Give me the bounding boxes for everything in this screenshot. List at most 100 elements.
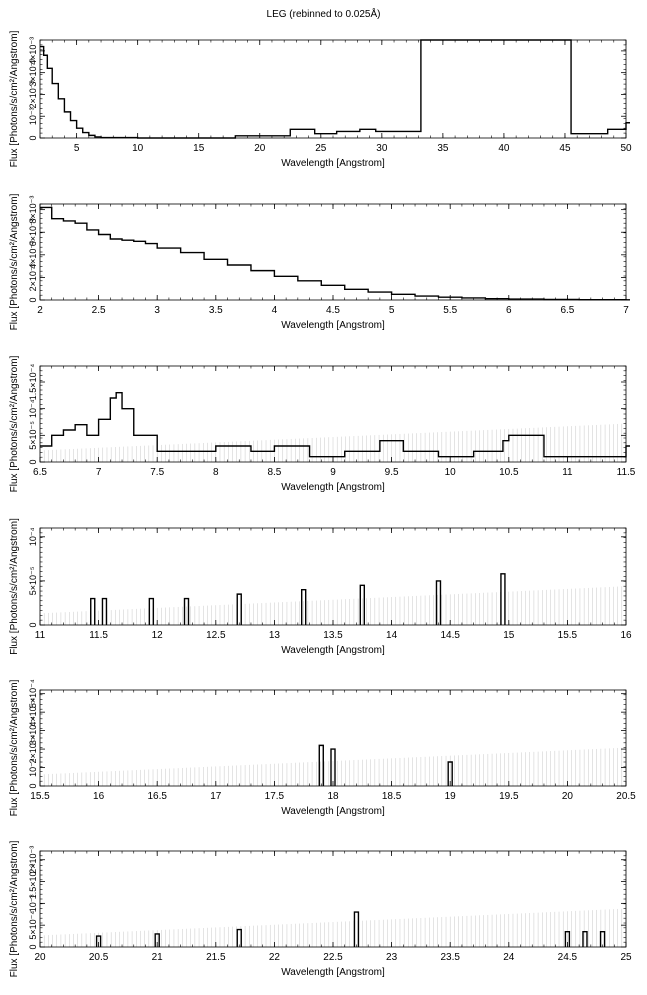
x-tick-label: 4 xyxy=(272,305,278,316)
y-tick-label: 10⁻³ xyxy=(28,894,38,912)
data-bin xyxy=(183,597,190,625)
y-axis-label: Flux [Photons/s/cm²/Angstrom] xyxy=(9,840,20,977)
x-tick-label: 10 xyxy=(445,467,457,478)
chart-panel-3: 6.5 7 7.5 8 8.5 9 9.5 10 10.5 11 11.5 0 5×10⁻⁵ 10⁻⁴1.… xyxy=(9,355,636,493)
y-tick-label: 10⁻⁴ xyxy=(28,399,38,418)
series-line-1 xyxy=(40,39,630,139)
x-tick-label: 8.5 xyxy=(267,467,281,478)
chart-panel-4: 11 11.5 12 12.5 13 13.5 14 14.5 15 15.5 16 0 5×10⁻⁵ 1… xyxy=(9,518,632,656)
x-tick-label: 24 xyxy=(503,952,515,963)
x-tick-label: 11 xyxy=(562,467,573,478)
x-tick-label: 6 xyxy=(506,305,512,316)
y-tick-label: 5×10⁻⁵ xyxy=(28,566,38,595)
x-axis-label: Wavelength [Angstrom] xyxy=(281,158,385,169)
x-tick-label: 9 xyxy=(330,467,336,478)
y-tick-label: 3×10⁻⁴ xyxy=(28,716,38,745)
x-tick-label: 20.5 xyxy=(89,952,109,963)
y-axis-label: Flux [Photons/s/cm²/Angstrom] xyxy=(9,518,20,655)
y-tick-label: 10⁻⁴ xyxy=(28,758,38,777)
data-bin xyxy=(330,748,336,786)
data-bin xyxy=(154,933,160,947)
x-tick-label: 17 xyxy=(210,791,222,802)
y-axis-label: Flux [Photons/s/cm²/Angstrom] xyxy=(9,355,20,492)
x-tick-label: 7 xyxy=(96,467,102,478)
x-tick-label: 13.5 xyxy=(323,630,343,641)
data-bin xyxy=(435,580,442,625)
figure-title: LEG (rebinned to 0.025Å) xyxy=(266,9,381,20)
x-tick-label: 18.5 xyxy=(382,791,402,802)
y-tick-label: 0 xyxy=(28,459,38,464)
x-tick-label: 16 xyxy=(620,630,632,641)
x-tick-label: 14.5 xyxy=(440,630,460,641)
x-tick-label: 35 xyxy=(437,143,449,154)
x-tick-label: 45 xyxy=(559,143,571,154)
x-tick-label: 10 xyxy=(132,143,144,154)
x-tick-label: 19 xyxy=(445,791,457,802)
x-tick-label: 13 xyxy=(269,630,281,641)
x-tick-label: 17.5 xyxy=(265,791,285,802)
y-tick-label: 4×10⁻⁴ xyxy=(28,698,38,727)
data-bin xyxy=(95,935,102,947)
x-tick-label: 19.5 xyxy=(499,791,519,802)
y-tick-label: 0 xyxy=(28,135,38,140)
x-tick-label: 14 xyxy=(386,630,398,641)
data-bin xyxy=(500,573,506,625)
x-tick-label: 25 xyxy=(620,952,632,963)
x-tick-label: 12.5 xyxy=(206,630,226,641)
y-tick-label: 2×10⁻³ xyxy=(28,263,38,291)
data-bin xyxy=(236,593,242,625)
x-axis-label: Wavelength [Angstrom] xyxy=(281,967,385,978)
x-tick-label: 20 xyxy=(562,791,574,802)
data-bin xyxy=(599,931,606,947)
x-tick-label: 21.5 xyxy=(206,952,226,963)
x-axis-label: Wavelength [Angstrom] xyxy=(281,645,385,656)
x-tick-label: 22 xyxy=(269,952,281,963)
x-tick-label: 5 xyxy=(389,305,395,316)
y-tick-label: 2×10⁻³ xyxy=(28,80,38,108)
data-bin xyxy=(301,589,307,625)
chart-panel-5: 15.5 16 16.5 17 17.5 18 18.5 19 19.5 20 20.5 0 10⁻⁴2… xyxy=(9,679,636,817)
data-bin xyxy=(582,931,588,947)
x-tick-label: 21 xyxy=(152,952,164,963)
x-tick-label: 20 xyxy=(254,143,266,154)
chart-panel-6: 20 20.5 21 21.5 22 22.5 23 23.5 24 24.5 2505×10⁻⁴1… xyxy=(9,840,632,978)
x-tick-label: 22.5 xyxy=(323,952,343,963)
x-tick-label: 8 xyxy=(213,467,219,478)
chart-panel-2: 2 2.5 3 3.5 4 4.5 5 5.5 6 6.5 7 0 2×10⁻³4×10⁻³6×10⁻³… xyxy=(9,193,630,331)
y-tick-label: 5×10⁻⁴ xyxy=(28,911,38,940)
data-bin xyxy=(236,928,242,947)
x-tick-label: 15.5 xyxy=(30,791,50,802)
x-axis-label: Wavelength [Angstrom] xyxy=(281,482,385,493)
y-tick-label: 4×10⁻³ xyxy=(28,37,38,65)
y-tick-label: 0 xyxy=(28,622,38,627)
y-tick-label: 5×10⁻⁴ xyxy=(28,679,38,708)
series-line-1 xyxy=(40,206,630,301)
x-tick-label: 25 xyxy=(315,143,327,154)
y-tick-label: 2×10⁻⁴ xyxy=(28,734,38,763)
x-tick-label: 15 xyxy=(503,630,515,641)
x-tick-label: 3 xyxy=(154,305,160,316)
y-axis-label: Flux [Photons/s/cm²/Angstrom] xyxy=(9,679,20,816)
x-tick-label: 15.5 xyxy=(558,630,578,641)
x-tick-label: 7.5 xyxy=(150,467,164,478)
x-tick-label: 30 xyxy=(376,143,388,154)
x-tick-label: 9.5 xyxy=(385,467,399,478)
x-tick-label: 20.5 xyxy=(616,791,636,802)
x-tick-label: 11.5 xyxy=(617,467,636,478)
x-tick-label: 12 xyxy=(152,630,164,641)
x-tick-label: 7 xyxy=(623,305,629,316)
y-tick-label: 10⁻⁴ xyxy=(28,527,38,546)
x-tick-label: 10.5 xyxy=(499,467,519,478)
x-axis-label: Wavelength [Angstrom] xyxy=(281,806,385,817)
x-tick-label: 11 xyxy=(35,630,46,641)
series-line-1 xyxy=(40,391,630,458)
x-tick-label: 16.5 xyxy=(147,791,167,802)
x-tick-label: 18 xyxy=(327,791,339,802)
y-axis-label: Flux [Photons/s/cm²/Angstrom] xyxy=(9,193,20,330)
x-tick-label: 11.5 xyxy=(89,630,108,641)
data-bin xyxy=(447,761,453,786)
x-tick-label: 2.5 xyxy=(92,305,106,316)
x-tick-label: 5.5 xyxy=(443,305,457,316)
x-tick-label: 16 xyxy=(93,791,105,802)
